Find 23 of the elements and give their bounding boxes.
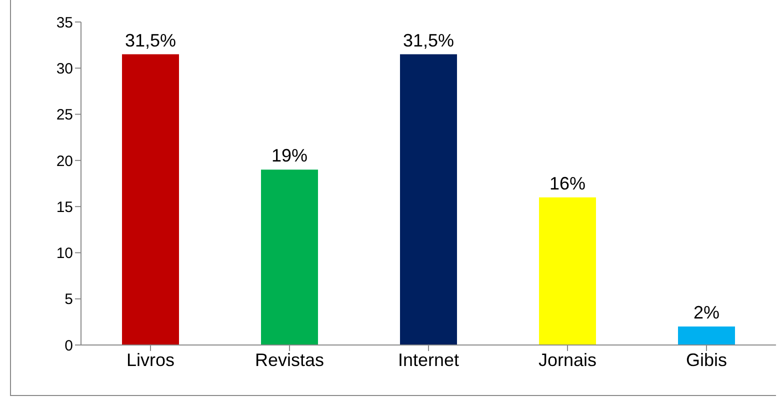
x-tick-label: Internet [398, 350, 460, 370]
x-tick-label: Livros [126, 350, 175, 370]
data-label: 16% [549, 173, 586, 194]
y-tick-label: 35 [56, 14, 73, 32]
y-tick-label: 20 [56, 152, 73, 170]
x-tick-label: Revistas [254, 350, 324, 370]
y-tick-label: 5 [64, 291, 73, 308]
bar [539, 197, 596, 345]
y-tick-label: 25 [56, 106, 73, 124]
data-label: 19% [271, 146, 308, 166]
bar [261, 170, 318, 345]
bar [122, 54, 179, 345]
x-tick-label: Jornais [538, 350, 597, 370]
data-label: 31,5% [124, 30, 176, 50]
x-tick-label: Gibis [686, 350, 728, 370]
data-label: 31,5% [402, 30, 454, 50]
y-tick-label: 30 [56, 60, 73, 78]
bar [400, 54, 457, 345]
data-label: 2% [693, 302, 720, 323]
bar [678, 326, 735, 345]
y-tick-label: 0 [64, 337, 73, 354]
y-tick-label: 10 [56, 245, 73, 262]
y-tick-label: 15 [56, 198, 73, 216]
